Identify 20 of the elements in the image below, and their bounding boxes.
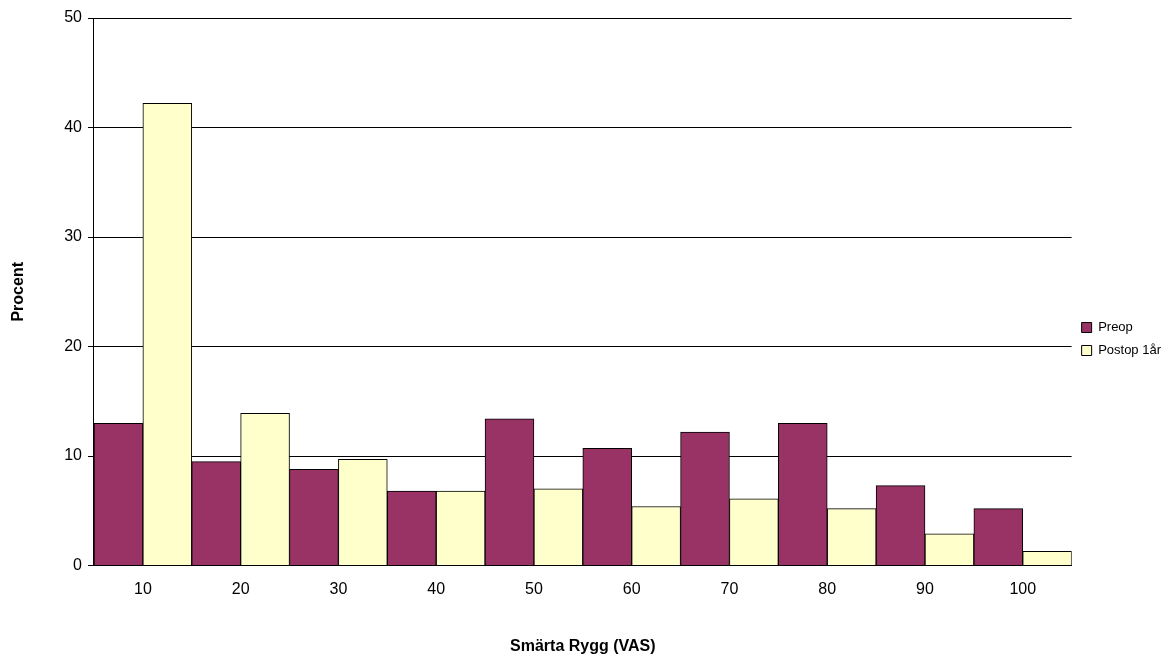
y-tick-label: 50 [64, 8, 83, 26]
x-axis-title: Smärta Rygg (VAS) [510, 636, 656, 654]
x-tick-label: 100 [1009, 579, 1037, 597]
x-tick-label: 40 [427, 579, 446, 597]
y-tick-label: 0 [73, 556, 83, 574]
legend-label: Postop 1år [1098, 342, 1162, 358]
x-tick-label: 60 [622, 579, 641, 597]
x-tick-label: 70 [720, 579, 739, 597]
legend-label: Preop [1098, 319, 1133, 335]
y-tick-label: 30 [64, 227, 83, 245]
x-tick-label: 90 [916, 579, 934, 597]
x-tick-label: 20 [231, 579, 250, 597]
y-tick-label: 40 [64, 117, 83, 135]
y-axis-title: Procent [9, 261, 27, 322]
y-tick-label: 10 [64, 446, 83, 464]
y-tick-label: 20 [64, 336, 83, 354]
x-tick-label: 50 [525, 579, 543, 597]
x-tick-label: 80 [818, 579, 837, 597]
x-tick-label: 30 [329, 579, 348, 597]
x-tick-label: 10 [133, 579, 152, 597]
